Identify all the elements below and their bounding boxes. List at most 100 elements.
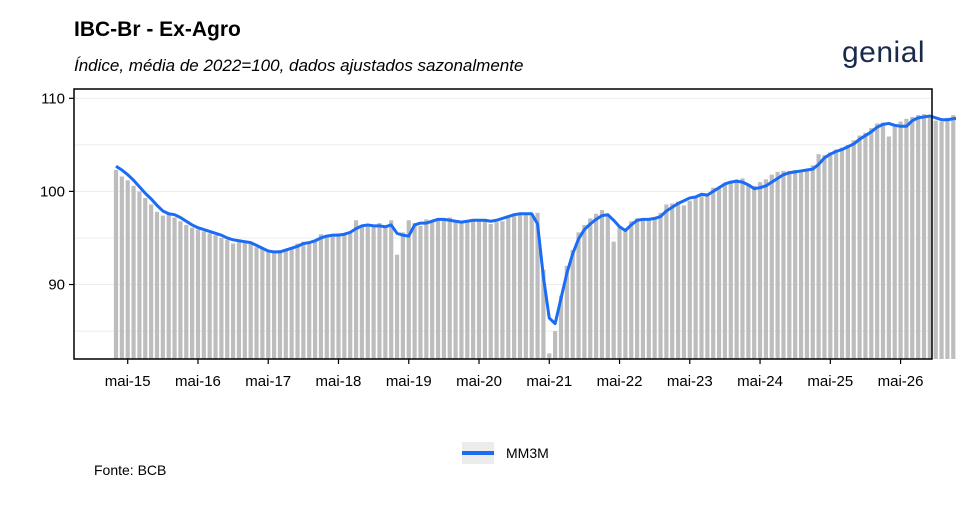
bar xyxy=(418,225,423,359)
bar xyxy=(447,217,452,359)
x-tick-label: mai-25 xyxy=(807,373,853,390)
bar xyxy=(371,226,376,359)
bar xyxy=(324,235,329,359)
bar xyxy=(535,212,540,359)
bar xyxy=(623,228,628,359)
bar xyxy=(845,144,850,359)
bar xyxy=(453,221,458,359)
bar xyxy=(178,221,183,359)
bar xyxy=(412,223,417,359)
source-note: Fonte: BCB xyxy=(94,462,167,478)
bar xyxy=(424,219,429,359)
bar xyxy=(804,169,809,359)
bar xyxy=(166,213,171,359)
x-tick-label: mai-26 xyxy=(878,373,924,390)
legend-swatch-mm3m xyxy=(462,442,494,464)
bar xyxy=(236,241,242,359)
bar xyxy=(353,220,359,359)
chart-title: IBC-Br - Ex-Agro xyxy=(74,18,241,41)
y-tick-label: 110 xyxy=(41,90,65,107)
bar xyxy=(195,229,201,359)
bar xyxy=(699,194,704,359)
bar xyxy=(951,115,956,359)
bar xyxy=(488,224,493,359)
bar xyxy=(137,191,142,359)
bar xyxy=(752,185,757,359)
bar xyxy=(523,212,528,359)
bar xyxy=(512,214,517,359)
series-line-mm3m xyxy=(115,114,956,326)
bar xyxy=(184,224,189,359)
bar xyxy=(880,122,886,359)
bar xyxy=(506,217,511,359)
bar xyxy=(301,241,306,359)
bar xyxy=(570,250,575,359)
x-tick-label: mai-15 xyxy=(105,373,151,390)
bar xyxy=(793,170,798,359)
bar xyxy=(594,213,599,359)
bar xyxy=(348,233,353,359)
bar xyxy=(517,213,523,359)
bar xyxy=(681,205,687,359)
bar xyxy=(201,231,206,359)
bar xyxy=(377,223,382,359)
y-tick-label: 90 xyxy=(48,277,65,294)
bar xyxy=(318,234,324,359)
bar xyxy=(687,200,692,359)
bar xyxy=(722,183,728,359)
bar xyxy=(605,215,610,359)
bar xyxy=(810,165,815,359)
bar xyxy=(307,242,312,359)
bar xyxy=(283,249,288,359)
bar xyxy=(365,225,370,359)
bar xyxy=(219,237,224,359)
bar xyxy=(260,249,265,359)
bar xyxy=(231,243,236,359)
bar xyxy=(658,212,663,359)
bar xyxy=(271,252,277,359)
bar xyxy=(330,235,335,359)
bar xyxy=(336,233,341,359)
bar xyxy=(822,155,827,359)
bar xyxy=(863,132,868,359)
legend-label-mm3m: MM3M xyxy=(506,445,549,461)
x-tick-label: mai-22 xyxy=(597,373,643,390)
bar xyxy=(342,234,347,359)
bar xyxy=(406,220,411,359)
bar xyxy=(541,269,546,359)
bar xyxy=(435,219,441,359)
bar xyxy=(547,353,552,359)
bar xyxy=(798,170,804,359)
bar xyxy=(131,185,136,359)
bar xyxy=(892,124,897,360)
bar xyxy=(359,225,365,359)
bar xyxy=(933,120,938,359)
bar xyxy=(629,221,634,359)
bar xyxy=(471,221,476,359)
bar xyxy=(143,197,148,359)
bar xyxy=(441,219,446,359)
bar xyxy=(113,170,119,359)
bar xyxy=(599,210,605,359)
bar xyxy=(430,220,435,359)
bar xyxy=(289,247,294,359)
bar xyxy=(875,123,880,359)
bar xyxy=(740,178,745,359)
bar xyxy=(916,115,921,359)
bar xyxy=(400,232,405,359)
bar xyxy=(207,233,212,359)
bar xyxy=(172,217,177,359)
bar xyxy=(670,203,675,359)
x-tick-label: mai-17 xyxy=(245,373,291,390)
bar xyxy=(225,239,230,359)
bar xyxy=(834,149,839,359)
bar xyxy=(664,204,669,359)
x-tick-label: mai-21 xyxy=(526,373,572,390)
plot-frame xyxy=(73,88,933,360)
bar xyxy=(154,211,160,359)
bar xyxy=(389,220,394,359)
bar xyxy=(716,188,722,359)
y-tick-label: 100 xyxy=(40,183,65,200)
bar xyxy=(675,201,681,359)
bar xyxy=(465,221,470,359)
